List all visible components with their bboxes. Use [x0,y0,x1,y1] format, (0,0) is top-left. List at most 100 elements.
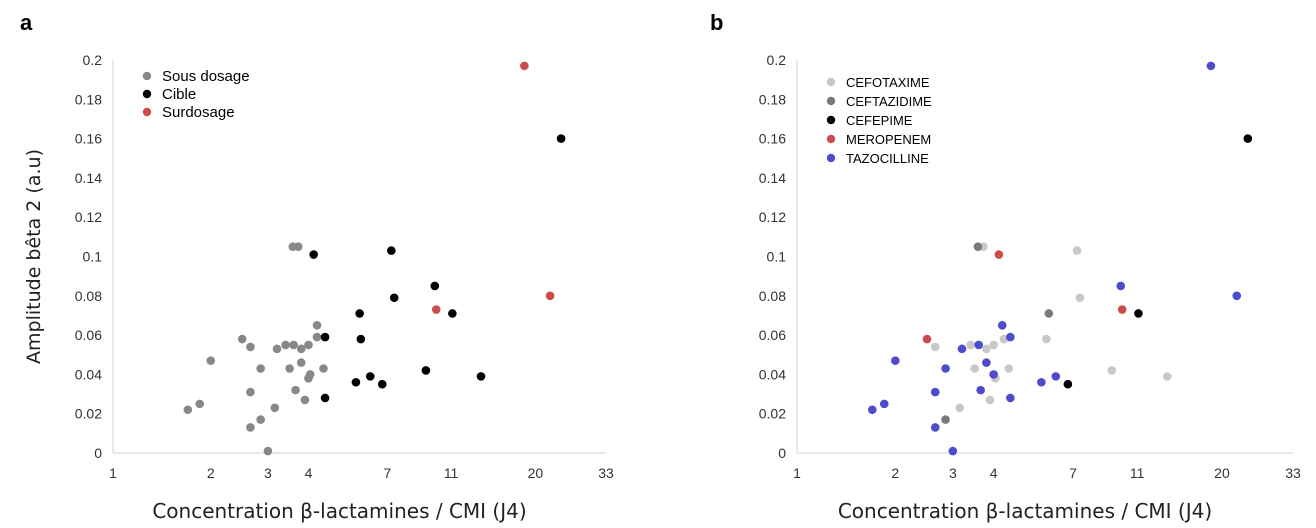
data-point [1051,372,1061,381]
x-axis-title: Concentration β-lactamines / CMI (J4) [152,499,526,523]
data-point [256,415,265,424]
data-point [285,364,294,373]
data-point [272,344,282,354]
legend-label: CEFTAZIDIME [846,94,932,109]
y-tick-labels: 0 0.02 0.04 0.06 0.08 0.1 0.12 0.14 0.16 0.18 0.2 [759,52,786,461]
data-point [206,356,216,365]
data-point [312,332,322,342]
x-tick-label: 4 [990,465,998,481]
data-point [1206,61,1216,71]
data-point [356,334,366,344]
data-point [246,423,255,432]
x-tick-label: 1 [793,465,801,481]
y-tick-label: 0.2 [767,52,787,68]
data-point [966,340,975,350]
data-point [989,370,998,379]
series-cefotaxime [930,242,1172,413]
data-point [879,399,889,409]
y-tick-label: 0.12 [759,209,786,225]
data-point [941,364,950,373]
x-tick-label: 2 [891,465,899,481]
y-tick-label: 0.02 [75,406,102,422]
data-point [1075,293,1085,303]
data-point [982,344,991,354]
data-point [957,344,967,354]
data-point [989,340,998,350]
data-point [289,340,298,350]
y-tick-label: 0.04 [759,366,786,382]
y-tick-label: 0 [94,445,102,461]
data-point [195,399,205,409]
legend-label: Cible [162,86,196,103]
series-ceftazidime [941,242,1054,424]
data-point [941,415,950,424]
x-tick-label: 3 [949,465,957,481]
legend-item: Sous dosage [142,68,250,85]
y-tick-label: 0.06 [75,327,102,343]
data-point [431,305,441,314]
series-tazocilline [867,61,1242,456]
series-meropenem [922,250,1127,344]
legend-marker [826,115,836,125]
y-tick-labels: 0 0.02 0.04 0.06 0.08 0.1 0.12 0.14 0.16 0.18 0.2 [75,52,102,461]
data-point [377,379,387,389]
data-point [1006,393,1015,403]
x-tick-label: 7 [383,465,391,481]
data-point [448,309,457,318]
data-point [291,385,300,395]
y-tick-label: 0.04 [75,366,102,382]
data-point [1232,291,1242,301]
data-point [237,334,247,344]
data-point [309,250,318,259]
data-point [994,250,1004,259]
scatter-panel-a: 0 0.02 0.04 0.06 0.08 0.1 0.12 0.14 0.16 0.18 0.2 1… [23,52,614,523]
data-point [1162,372,1172,381]
data-point [312,320,322,330]
legend-marker [826,153,836,163]
data-point [351,377,361,387]
data-point [985,395,995,405]
data-point [281,340,290,350]
legend: CEFOTAXIME CEFTAZIDIME CEFEPIME MEROPENEM TA… [826,75,932,166]
legend-label: Surdosage [162,104,235,121]
series-surdosage [431,61,555,314]
data-point [891,356,900,365]
legend-item: CEFOTAXIME [826,75,930,90]
data-point [1037,377,1046,387]
x-tick-label: 3 [264,465,272,481]
scatter-panel-b: 0 0.02 0.04 0.06 0.08 0.1 0.12 0.14 0.16 0.18 0.2 1… [759,52,1301,523]
legend-marker [826,134,836,144]
x-tick-label: 20 [528,465,544,481]
axes [796,60,1293,454]
data-point [973,242,983,251]
data-point [389,293,399,303]
x-axis-title: Concentration β-lactamines / CMI (J4) [838,499,1212,523]
panel-letter-b: b [710,10,723,35]
series-sous-dosage [183,242,328,456]
data-point [1044,309,1054,318]
data-point [365,372,375,381]
data-point [1243,134,1253,143]
data-point [1042,334,1051,344]
data-point [930,342,940,352]
data-point [305,370,315,379]
data-point [997,320,1007,330]
y-tick-label: 0.2 [83,52,103,68]
y-tick-label: 0.1 [83,249,103,265]
data-point [476,372,486,381]
series-cefepime [1063,134,1253,389]
data-point [1063,379,1073,389]
data-point [970,364,980,373]
data-point [1134,309,1143,318]
data-point [974,340,984,350]
data-point [246,342,255,352]
legend-marker [142,71,152,81]
y-tick-label: 0.08 [75,288,102,304]
data-point [319,364,328,373]
data-point [867,405,877,415]
data-point [296,344,306,354]
data-point [300,395,310,405]
x-tick-label: 33 [598,465,614,481]
legend-label: Sous dosage [162,68,250,85]
y-tick-label: 0.06 [759,327,786,343]
